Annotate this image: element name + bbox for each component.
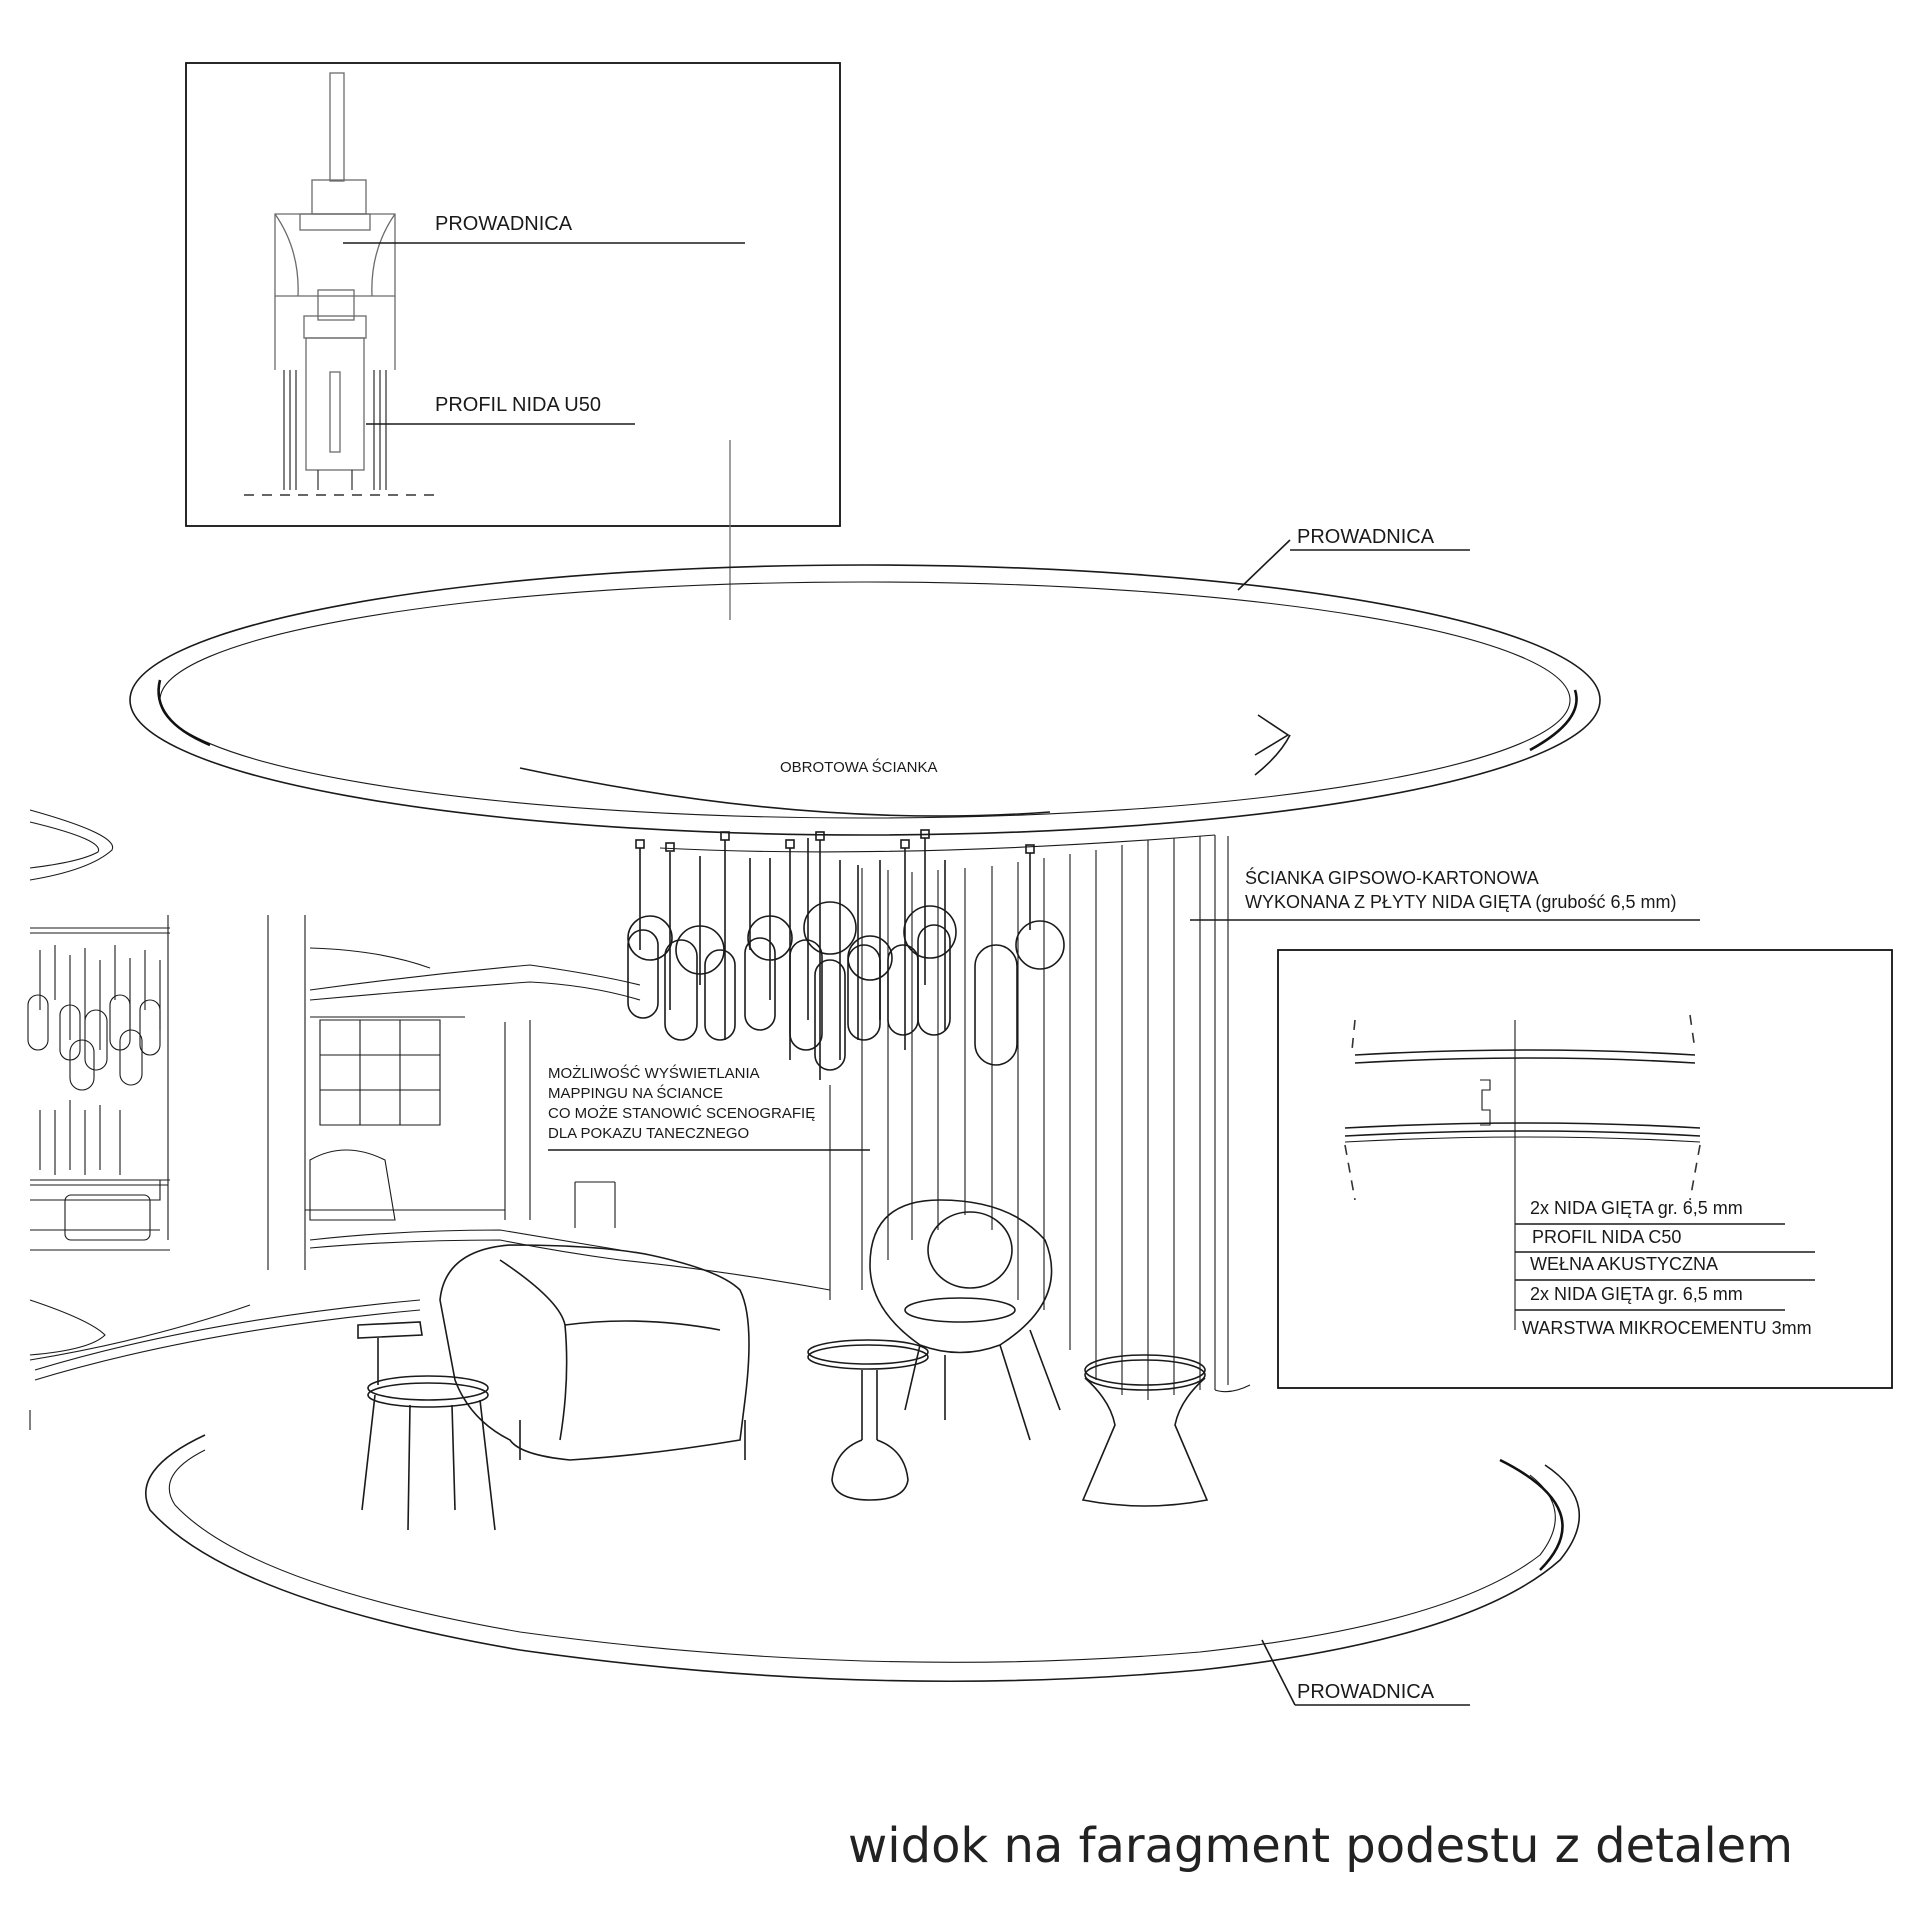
layer-label-4: 2x NIDA GIĘTA gr. 6,5 mm [1530, 1284, 1743, 1304]
section-detail-box: 2x NIDA GIĘTA gr. 6,5 mm PROFIL NIDA C50… [1277, 949, 1893, 1389]
mapping-note-line-1: MOŻLIWOŚĆ WYŚWIETLANIA [548, 1064, 760, 1082]
drawing-caption: widok na faragment podestu z detalem [848, 1818, 1793, 1874]
layer-label-5: WARSTWA MIKROCEMENTU 3mm [1522, 1318, 1812, 1338]
left-sofa-table [30, 1179, 170, 1251]
chandelier [627, 829, 1065, 1080]
wall-section-drawing [1344, 1014, 1701, 1330]
section-frame [1277, 949, 1893, 1389]
rotation-arrow: OBROTOWA ŚCIANKA [519, 714, 1291, 817]
label-profile-u50: PROFIL NIDA U50 [435, 394, 601, 416]
round-side-table [807, 1339, 929, 1501]
curved-wall [659, 834, 1251, 1400]
background-armchair [309, 1149, 396, 1221]
label-guide-top: PROWADNICA [1297, 526, 1435, 548]
wall-note-line-2: WYKONANA Z PŁYTY NIDA GIĘTA (grubość 6,5… [1245, 892, 1676, 912]
wall-note-line-1: ŚCIANKA GIPSOWO-KARTONOWA [1245, 867, 1539, 888]
guide-detail-box: PROWADNICA PROFIL NIDA U50 [185, 62, 841, 620]
stool-bar [357, 1321, 496, 1531]
profile-fins [283, 370, 387, 490]
detail-frame [185, 62, 841, 527]
leader-guide-top [1237, 539, 1291, 591]
left-chandelier [27, 945, 161, 1175]
pedestal-stool [1081, 1354, 1209, 1507]
layer-legend: 2x NIDA GIĘTA gr. 6,5 mm PROFIL NIDA C50… [1515, 1198, 1815, 1338]
top-guide-ring: PROWADNICA [129, 526, 1601, 836]
bowl-chair [869, 1199, 1061, 1441]
label-rotating-wall: OBROTOWA ŚCIANKA [780, 758, 938, 776]
layer-label-2: PROFIL NIDA C50 [1532, 1227, 1681, 1247]
guide-profile-drawing [274, 72, 396, 471]
mapping-note: MOŻLIWOŚĆ WYŚWIETLANIA MAPPINGU NA ŚCIAN… [548, 1064, 870, 1151]
label-guide-detail: PROWADNICA [435, 213, 573, 235]
mapping-note-line-2: MAPPINGU NA ŚCIANCE [548, 1084, 723, 1102]
wall-note: ŚCIANKA GIPSOWO-KARTONOWA WYKONANA Z PŁY… [1190, 867, 1700, 921]
mapping-note-line-4: DLA POKAZU TANECZNEGO [548, 1125, 749, 1142]
center-background [34, 915, 831, 1381]
armchair-large [439, 1244, 750, 1461]
background-window [319, 1019, 441, 1126]
mapping-note-line-3: CO MOŻE STANOWIĆ SCENOGRAFIĘ [548, 1104, 815, 1122]
layer-label-1: 2x NIDA GIĘTA gr. 6,5 mm [1530, 1198, 1743, 1218]
label-guide-bottom: PROWADNICA [1297, 1681, 1435, 1703]
layer-label-3: WEŁNA AKUSTYCZNA [1530, 1254, 1718, 1274]
bottom-guide-ring: PROWADNICA [145, 1434, 1581, 1706]
